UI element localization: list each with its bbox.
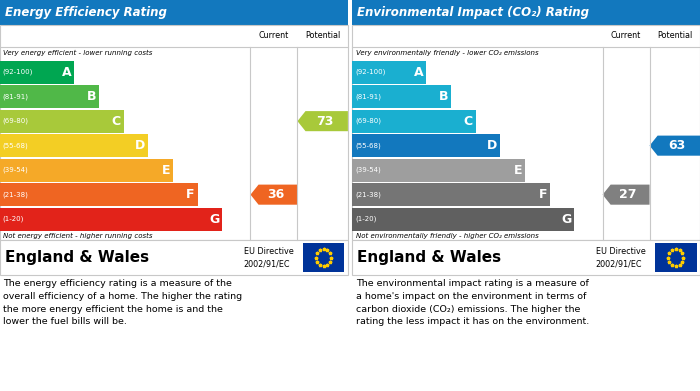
Bar bbox=[654, 243, 696, 272]
Text: Environmental Impact (CO₂) Rating: Environmental Impact (CO₂) Rating bbox=[357, 6, 589, 19]
Bar bbox=[302, 243, 344, 272]
Text: (55-68): (55-68) bbox=[355, 142, 381, 149]
Text: C: C bbox=[111, 115, 120, 127]
Bar bbox=[0, 183, 197, 206]
Bar bbox=[352, 159, 525, 181]
Text: (39-54): (39-54) bbox=[3, 167, 29, 173]
Polygon shape bbox=[603, 185, 650, 205]
Text: F: F bbox=[538, 188, 547, 201]
Bar bbox=[352, 208, 575, 231]
Text: Potential: Potential bbox=[305, 32, 340, 41]
Text: Not energy efficient - higher running costs: Not energy efficient - higher running co… bbox=[4, 233, 153, 239]
Bar bbox=[352, 134, 500, 157]
Text: E: E bbox=[162, 164, 170, 177]
Bar bbox=[352, 240, 700, 275]
Text: 73: 73 bbox=[316, 115, 333, 127]
Text: Current: Current bbox=[259, 32, 289, 41]
Text: B: B bbox=[87, 90, 96, 103]
Text: (1-20): (1-20) bbox=[3, 216, 25, 222]
Text: Potential: Potential bbox=[657, 32, 692, 41]
Text: 63: 63 bbox=[668, 139, 685, 152]
Text: (81-91): (81-91) bbox=[355, 93, 381, 100]
Text: (21-38): (21-38) bbox=[3, 192, 29, 198]
Bar bbox=[352, 61, 426, 84]
Polygon shape bbox=[298, 111, 348, 131]
Text: B: B bbox=[439, 90, 448, 103]
Bar bbox=[0, 85, 99, 108]
Bar bbox=[352, 0, 700, 25]
Text: (81-91): (81-91) bbox=[3, 93, 29, 100]
Bar bbox=[352, 25, 700, 240]
Text: A: A bbox=[414, 66, 424, 79]
Text: C: C bbox=[463, 115, 473, 127]
Text: Not environmentally friendly - higher CO₂ emissions: Not environmentally friendly - higher CO… bbox=[356, 233, 538, 239]
Text: (1-20): (1-20) bbox=[355, 216, 377, 222]
Bar bbox=[0, 134, 148, 157]
Bar bbox=[0, 240, 348, 275]
Text: D: D bbox=[487, 139, 498, 152]
Text: The environmental impact rating is a measure of
a home's impact on the environme: The environmental impact rating is a mea… bbox=[356, 279, 589, 326]
Bar bbox=[0, 0, 348, 25]
Bar bbox=[0, 61, 74, 84]
Text: England & Wales: England & Wales bbox=[357, 250, 501, 265]
Text: EU Directive
2002/91/EC: EU Directive 2002/91/EC bbox=[244, 247, 293, 268]
Text: E: E bbox=[514, 164, 522, 177]
Text: Very energy efficient - lower running costs: Very energy efficient - lower running co… bbox=[4, 50, 153, 56]
Text: England & Wales: England & Wales bbox=[5, 250, 149, 265]
Text: (92-100): (92-100) bbox=[355, 69, 385, 75]
Text: (39-54): (39-54) bbox=[355, 167, 381, 173]
Text: Current: Current bbox=[611, 32, 641, 41]
Text: (92-100): (92-100) bbox=[3, 69, 33, 75]
Polygon shape bbox=[650, 136, 700, 156]
Text: G: G bbox=[209, 213, 220, 226]
Text: Energy Efficiency Rating: Energy Efficiency Rating bbox=[5, 6, 167, 19]
Bar bbox=[0, 208, 223, 231]
Bar bbox=[352, 110, 475, 133]
Text: 27: 27 bbox=[620, 188, 637, 201]
Text: (21-38): (21-38) bbox=[355, 192, 381, 198]
Text: (69-80): (69-80) bbox=[3, 118, 29, 124]
Text: The energy efficiency rating is a measure of the
overall efficiency of a home. T: The energy efficiency rating is a measur… bbox=[4, 279, 243, 326]
Text: (69-80): (69-80) bbox=[355, 118, 381, 124]
Bar bbox=[0, 110, 123, 133]
Bar bbox=[0, 25, 348, 240]
Bar bbox=[0, 159, 173, 181]
Text: (55-68): (55-68) bbox=[3, 142, 29, 149]
Text: EU Directive
2002/91/EC: EU Directive 2002/91/EC bbox=[596, 247, 645, 268]
Text: G: G bbox=[561, 213, 572, 226]
Text: F: F bbox=[186, 188, 195, 201]
Bar bbox=[352, 85, 451, 108]
Polygon shape bbox=[251, 185, 298, 205]
Text: 36: 36 bbox=[267, 188, 285, 201]
Text: A: A bbox=[62, 66, 71, 79]
Bar bbox=[352, 183, 550, 206]
Text: Very environmentally friendly - lower CO₂ emissions: Very environmentally friendly - lower CO… bbox=[356, 50, 538, 56]
Text: D: D bbox=[135, 139, 146, 152]
